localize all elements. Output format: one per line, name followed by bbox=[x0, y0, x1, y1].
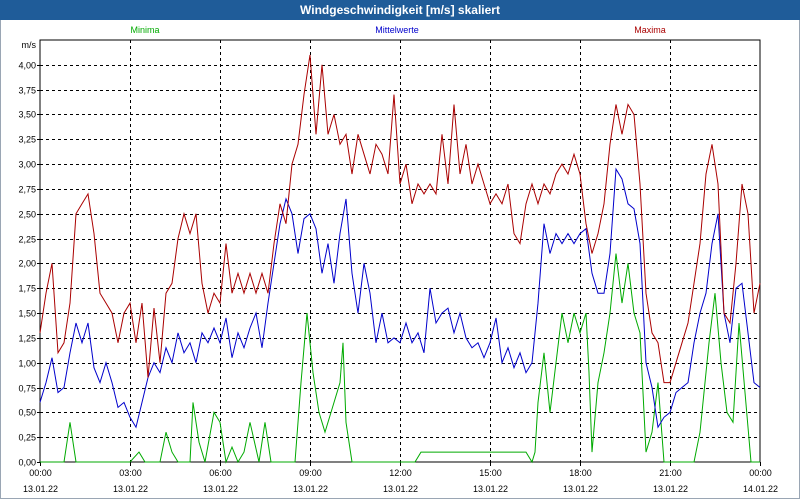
x-tick-date: 13.01.22 bbox=[563, 484, 598, 494]
x-tick-time: 00:00 bbox=[749, 468, 772, 478]
y-tick-label: 1,00 bbox=[18, 359, 36, 369]
y-tick-label: 0,00 bbox=[18, 458, 36, 468]
y-tick-label: 4,00 bbox=[18, 61, 36, 71]
y-tick-label: 3,25 bbox=[18, 135, 36, 145]
x-tick-date: 13.01.22 bbox=[113, 484, 148, 494]
y-tick-label: 0,25 bbox=[18, 433, 36, 443]
y-tick-label: 1,75 bbox=[18, 284, 36, 294]
x-tick-date: 13.01.22 bbox=[293, 484, 328, 494]
series-line-mittelwerte bbox=[39, 167, 761, 429]
legend-maxima: Maxima bbox=[634, 25, 666, 35]
x-tick-date: 13.01.22 bbox=[383, 484, 418, 494]
x-tick-time: 06:00 bbox=[209, 468, 232, 478]
y-tick-label: 3,00 bbox=[18, 160, 36, 170]
x-tick-date: 13.01.22 bbox=[23, 484, 58, 494]
window-title: Windgeschwindigkeit [m/s] skaliert bbox=[0, 0, 800, 20]
y-tick-label: 3,50 bbox=[18, 110, 36, 120]
x-tick-date: 14.01.22 bbox=[743, 484, 778, 494]
x-tick-time: 15:00 bbox=[479, 468, 502, 478]
y-tick-label: 1,50 bbox=[18, 309, 36, 319]
y-tick-label: 2,25 bbox=[18, 235, 36, 245]
x-tick-time: 09:00 bbox=[299, 468, 322, 478]
legend-minima: Minima bbox=[130, 25, 159, 35]
x-tick-time: 21:00 bbox=[659, 468, 682, 478]
x-tick-time: 18:00 bbox=[569, 468, 592, 478]
series-line-maxima bbox=[39, 54, 761, 384]
x-tick-time: 03:00 bbox=[119, 468, 142, 478]
y-tick-label: 3,75 bbox=[18, 86, 36, 96]
y-axis-label: m/s bbox=[22, 40, 37, 50]
y-tick-label: 0,75 bbox=[18, 384, 36, 394]
y-tick-label: 2,75 bbox=[18, 185, 36, 195]
y-tick-label: 1,25 bbox=[18, 334, 36, 344]
x-tick-date: 13.01.22 bbox=[653, 484, 688, 494]
x-tick-date: 13.01.22 bbox=[473, 484, 508, 494]
x-tick-time: 00:00 bbox=[29, 468, 52, 478]
series-line-minima bbox=[40, 253, 760, 464]
legend-mittelwerte: Mittelwerte bbox=[375, 25, 419, 35]
y-tick-label: 2,50 bbox=[18, 210, 36, 220]
x-tick-time: 12:00 bbox=[389, 468, 412, 478]
y-tick-label: 0,50 bbox=[18, 408, 36, 418]
x-tick-date: 13.01.22 bbox=[203, 484, 238, 494]
y-tick-label: 2,00 bbox=[18, 259, 36, 269]
